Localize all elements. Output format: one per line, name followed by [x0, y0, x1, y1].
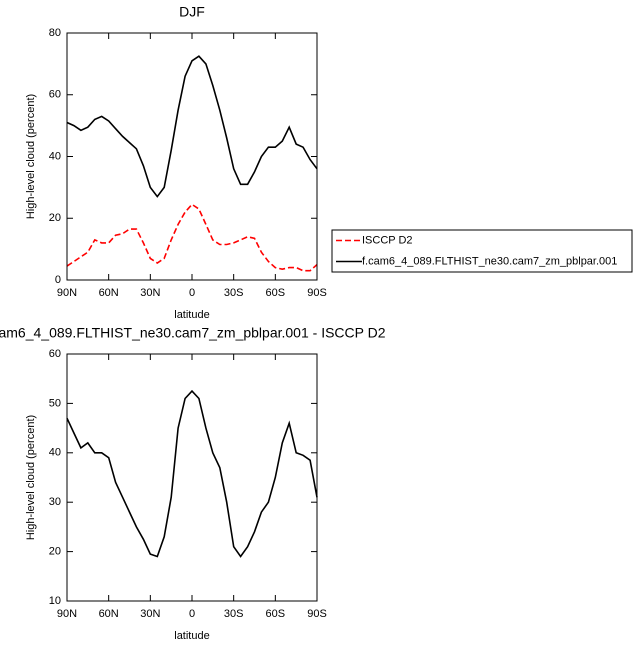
x-tick-label: 30N: [140, 608, 160, 620]
x-tick-label: 60S: [266, 608, 286, 620]
plot-frame: [66, 32, 318, 281]
y-tick-label: 30: [49, 496, 61, 508]
y-tick-label: 80: [49, 27, 61, 39]
chart-title: DJF: [179, 4, 205, 20]
legend-label: f.cam6_4_089.FLTHIST_ne30.cam7_zm_pblpar…: [362, 255, 617, 267]
y-tick-label: 40: [49, 150, 61, 162]
plot-frame: [66, 353, 318, 602]
y-tick-label: 50: [49, 397, 61, 409]
y-tick-label: 0: [55, 274, 61, 286]
y-tick-label: 60: [49, 348, 61, 360]
x-tick-label: 0: [189, 608, 195, 620]
y-tick-label: 10: [49, 595, 61, 607]
x-axis-label: latitude: [174, 630, 209, 642]
x-tick-label: 30S: [224, 287, 244, 299]
x-tick-label: 90N: [57, 287, 77, 299]
x-tick-label: 90S: [307, 608, 327, 620]
y-tick-label: 20: [49, 546, 61, 558]
x-tick-label: 60N: [99, 287, 119, 299]
y-tick-label: 20: [49, 212, 61, 224]
y-tick-label: 60: [49, 89, 61, 101]
legend-label: ISCCP D2: [362, 234, 413, 246]
x-tick-label: 0: [189, 287, 195, 299]
y-tick-label: 40: [49, 447, 61, 459]
legend-box: [331, 229, 633, 273]
y-axis-label: High-level cloud (percent): [25, 94, 37, 219]
line-series: [66, 203, 318, 272]
x-tick-label: 60S: [266, 287, 286, 299]
x-tick-label: 30S: [224, 608, 244, 620]
line-series: [66, 389, 318, 558]
x-axis-label: latitude: [174, 309, 209, 321]
x-tick-label: 90N: [57, 608, 77, 620]
line-series: [66, 55, 318, 198]
y-axis-label: High-level cloud (percent): [25, 415, 37, 540]
x-tick-label: 30N: [140, 287, 160, 299]
chart-title: am6_4_089.FLTHIST_ne30.cam7_zm_pblpar.00…: [0, 325, 386, 341]
x-tick-label: 90S: [307, 287, 327, 299]
x-tick-label: 60N: [99, 608, 119, 620]
